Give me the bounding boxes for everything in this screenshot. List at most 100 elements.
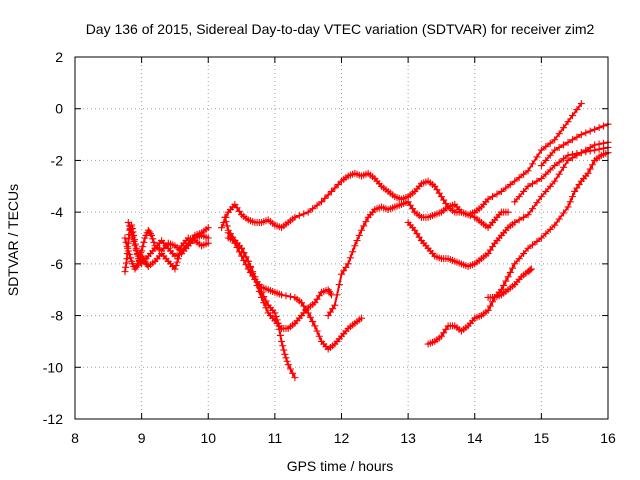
data-point-marker — [577, 100, 585, 108]
y-tick-label: -6 — [51, 256, 64, 272]
data-layer — [121, 100, 612, 382]
data-point-marker — [123, 243, 131, 251]
data-point-marker — [586, 147, 594, 155]
data-point-marker — [484, 195, 492, 203]
data-point-marker — [127, 225, 135, 233]
data-point-marker — [326, 289, 334, 297]
data-point-marker — [511, 177, 519, 185]
data-point-marker — [573, 150, 581, 158]
data-point-marker — [537, 146, 545, 154]
data-point-marker — [560, 141, 568, 149]
data-point-marker — [276, 331, 284, 339]
x-axis-label: GPS time / hours — [287, 458, 394, 474]
data-point-marker — [528, 180, 536, 188]
y-axis-label: SDTVAR / TECUs — [5, 184, 21, 296]
data-point-marker — [582, 129, 590, 137]
data-point-marker — [537, 234, 545, 242]
data-point-marker — [484, 306, 492, 314]
data-point-marker — [526, 266, 534, 274]
data-point-marker — [122, 259, 130, 267]
data-point-marker — [524, 211, 532, 219]
data-point-marker — [272, 312, 280, 320]
data-point-marker — [551, 162, 559, 170]
data-point-marker — [291, 213, 299, 221]
data-point-marker — [546, 225, 554, 233]
data-point-marker — [121, 234, 129, 242]
series-track-7 — [424, 149, 612, 348]
data-point-marker — [289, 369, 297, 377]
data-point-marker — [295, 212, 303, 220]
data-point-marker — [147, 230, 155, 238]
data-point-marker — [568, 150, 576, 158]
data-point-marker — [555, 144, 563, 151]
data-point-marker — [537, 193, 545, 201]
series-track-9 — [511, 144, 612, 206]
data-point-marker — [139, 243, 147, 251]
data-point-marker — [349, 248, 357, 256]
data-point-marker — [282, 354, 290, 362]
data-point-marker — [560, 163, 568, 171]
data-point-marker — [533, 153, 541, 161]
data-point-marker — [546, 151, 554, 159]
data-point-marker — [125, 250, 133, 258]
data-point-marker — [344, 260, 352, 268]
data-point-marker — [486, 302, 494, 310]
data-point-marker — [125, 222, 133, 230]
series-line — [407, 141, 609, 268]
data-point-marker — [515, 174, 523, 182]
data-point-marker — [331, 301, 339, 309]
x-tick-label: 15 — [534, 430, 550, 446]
data-point-marker — [506, 268, 514, 276]
data-point-marker — [551, 221, 559, 229]
x-tick-label: 12 — [334, 430, 350, 446]
data-point-marker — [582, 148, 590, 156]
data-point-marker — [309, 205, 317, 213]
data-point-marker — [122, 263, 130, 271]
data-point-marker — [560, 155, 568, 163]
data-point-marker — [504, 273, 512, 281]
x-tick-label: 9 — [138, 430, 146, 446]
data-point-marker — [500, 281, 508, 289]
data-point-marker — [132, 246, 140, 254]
data-point-marker — [515, 193, 523, 201]
data-point-marker — [346, 254, 354, 262]
data-point-marker — [351, 242, 359, 250]
data-point-marker — [515, 255, 523, 263]
data-point-marker — [124, 218, 132, 226]
data-point-marker — [560, 209, 568, 217]
data-point-marker — [281, 350, 289, 358]
data-point-marker — [489, 193, 497, 201]
data-point-marker — [537, 175, 545, 183]
series-track-8 — [484, 265, 535, 301]
y-tick-label: -12 — [43, 411, 63, 427]
data-point-marker — [233, 243, 241, 251]
data-point-marker — [304, 309, 312, 317]
data-point-marker — [566, 198, 574, 206]
data-point-marker — [140, 238, 148, 246]
axis-ticks: 8 9 10 11 12 13 14 15 16 2 0 -2 -4 -6 -8 -10 -12 — [43, 49, 616, 446]
data-point-marker — [600, 144, 608, 152]
data-point-marker — [520, 187, 528, 195]
data-point-marker — [204, 234, 212, 242]
y-tick-label: -8 — [51, 308, 64, 324]
data-point-marker — [309, 318, 317, 326]
data-point-marker — [551, 136, 559, 144]
x-tick-label: 14 — [467, 430, 483, 446]
data-point-marker — [524, 182, 532, 190]
data-point-marker — [555, 215, 563, 223]
data-point-marker — [595, 124, 603, 132]
data-point-marker — [121, 268, 129, 276]
data-point-marker — [511, 260, 519, 268]
data-point-marker — [546, 182, 554, 190]
data-point-marker — [515, 216, 523, 224]
series-cluster-c — [124, 218, 212, 268]
data-point-marker — [262, 304, 270, 312]
data-point-marker — [258, 293, 266, 301]
data-point-marker — [235, 248, 243, 256]
data-point-marker — [542, 170, 550, 178]
data-point-marker — [533, 237, 541, 245]
data-point-marker — [568, 112, 576, 120]
data-point-marker — [280, 346, 288, 354]
data-point-marker — [223, 222, 231, 230]
